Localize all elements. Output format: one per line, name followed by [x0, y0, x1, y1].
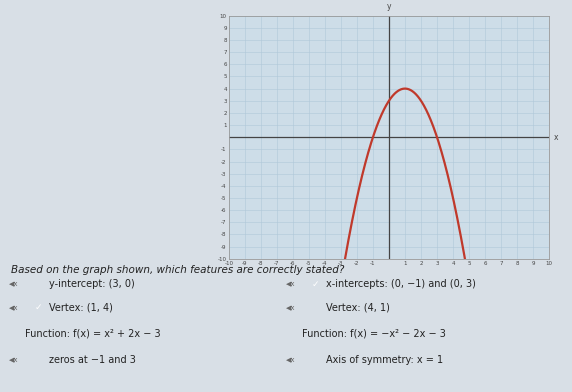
- Text: ◀x: ◀x: [9, 281, 18, 287]
- Text: Vertex: (1, 4): Vertex: (1, 4): [49, 303, 113, 313]
- Text: Based on the graph shown, which features are correctly stated?: Based on the graph shown, which features…: [11, 265, 345, 275]
- Text: y-intercept: (3, 0): y-intercept: (3, 0): [49, 279, 134, 289]
- Text: ◀x: ◀x: [286, 357, 296, 363]
- Text: ✓: ✓: [34, 303, 42, 312]
- Text: x-intercepts: (0, −1) and (0, 3): x-intercepts: (0, −1) and (0, 3): [326, 279, 476, 289]
- Text: Function: f(x) = x² + 2x − 3: Function: f(x) = x² + 2x − 3: [25, 329, 160, 339]
- Text: ◀x: ◀x: [9, 305, 18, 311]
- Text: y: y: [387, 2, 391, 11]
- Text: ◀x: ◀x: [286, 305, 296, 311]
- Text: zeros at −1 and 3: zeros at −1 and 3: [49, 355, 136, 365]
- Text: ◀x: ◀x: [286, 281, 296, 287]
- Text: Function: f(x) = −x² − 2x − 3: Function: f(x) = −x² − 2x − 3: [302, 329, 446, 339]
- Text: ◀x: ◀x: [9, 357, 18, 363]
- Text: ✓: ✓: [312, 280, 320, 289]
- Text: x: x: [554, 133, 558, 142]
- Text: Vertex: (4, 1): Vertex: (4, 1): [326, 303, 390, 313]
- Text: Axis of symmetry: x = 1: Axis of symmetry: x = 1: [326, 355, 443, 365]
